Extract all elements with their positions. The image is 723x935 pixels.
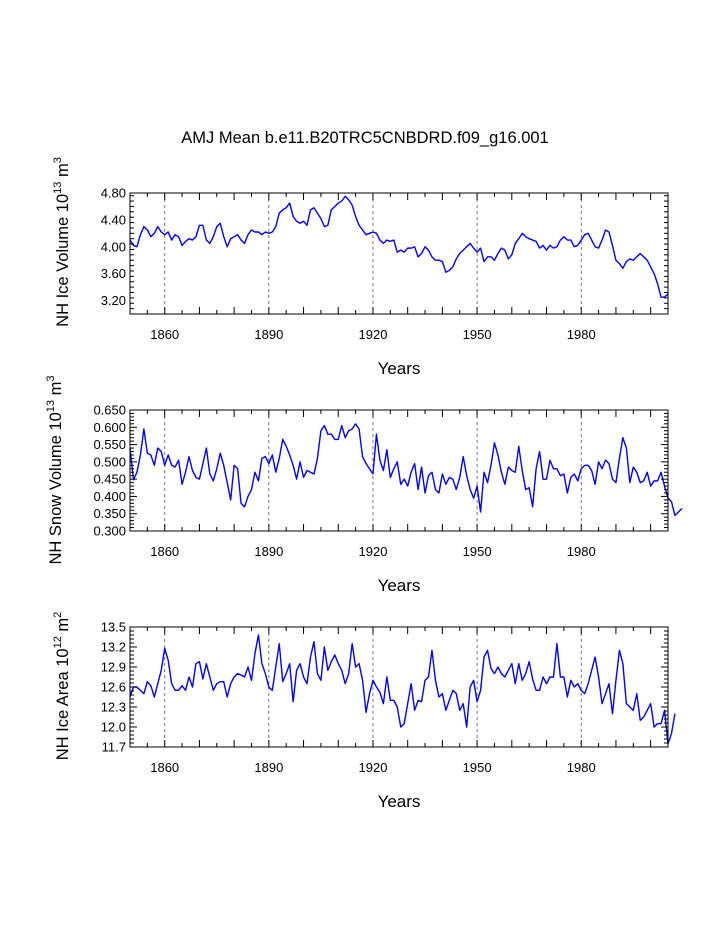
x-tick-label: 1890 [254,760,283,775]
x-axis-title: Years [378,576,421,595]
y-tick-label: 0.500 [93,454,126,469]
y-tick-label: 12.6 [101,680,126,695]
y-axis-label-prefix: NH Snow Volume 10 [47,412,65,564]
y-tick-label: 4.80 [101,186,126,201]
y-axis-label-exponent: 12 [52,636,64,648]
x-tick-label: 1920 [359,327,388,342]
y-tick-label: 0.550 [93,437,126,452]
y-tick-label: 13.2 [101,640,126,655]
x-tick-label: 1890 [254,327,283,342]
x-tick-label: 1950 [463,327,492,342]
y-axis-label-prefix: NH Ice Area 10 [54,648,72,760]
y-axis-label-exponent: 13 [52,182,64,194]
x-tick-label: 1890 [254,544,283,559]
y-tick-label: 12.9 [101,660,126,675]
y-axis-label: NH Snow Volume 1013 m3 [45,376,65,565]
y-tick-label: 13.5 [101,620,126,635]
x-tick-label: 1980 [567,327,596,342]
x-tick-label: 1860 [150,327,179,342]
plot-frame [129,409,669,532]
y-axis-label-exponent: 13 [45,400,57,412]
x-tick-label: 1950 [463,760,492,775]
y-tick-label: 0.450 [93,472,126,487]
x-tick-label: 1860 [150,544,179,559]
y-tick-label: 3.20 [101,293,126,308]
x-axis-title: Years [378,792,421,811]
ice-area-panel: NH Ice Area 1012 m2 Years 1860 1890 1920 19… [52,612,676,811]
plot-frame [129,192,669,315]
y-axis-label-unit: m [54,618,72,636]
series-line [129,423,683,517]
series-line [129,634,676,745]
y-tick-label: 0.350 [93,506,126,521]
y-tick-label: 3.60 [101,266,126,281]
y-axis-label-unit-exponent: 2 [52,612,64,618]
y-axis-label-unit: m [54,163,72,181]
y-tick-label: 12.3 [101,700,126,715]
y-axis-label-prefix: NH Ice Volume 10 [54,194,72,327]
y-tick-label: 11.7 [102,740,126,755]
x-tick-label: 1980 [567,544,596,559]
y-axis-label: NH Ice Area 1012 m2 [52,612,72,761]
y-axis-label-unit-exponent: 3 [45,376,57,382]
y-tick-label: 0.600 [93,420,126,435]
y-axis-label-unit: m [47,382,65,400]
y-tick-label: 12.0 [101,720,126,735]
x-tick-label: 1980 [567,760,596,775]
ice-volume-panel: NH Ice Volume 1013 m3 Years 1860 1890 1920… [52,157,669,378]
y-tick-label: 0.400 [93,489,126,504]
x-axis-title: Years [378,359,421,378]
x-tick-label: 1860 [150,760,179,775]
y-tick-label: 4.40 [101,212,126,227]
x-tick-label: 1920 [359,544,388,559]
y-tick-label: 0.650 [93,403,126,418]
x-tick-label: 1950 [463,544,492,559]
series-line [129,195,669,298]
y-axis-label: NH Ice Volume 1013 m3 [52,157,72,327]
figure-title: AMJ Mean b.e11.B20TRC5CNBDRD.f09_g16.001 [181,129,548,147]
snow-volume-panel: NH Snow Volume 1013 m3 Years 1860 1890 192… [45,376,683,595]
x-tick-label: 1920 [359,760,388,775]
y-tick-label: 0.300 [93,524,126,539]
y-axis-label-unit-exponent: 3 [52,157,64,163]
y-tick-label: 4.00 [101,239,126,254]
